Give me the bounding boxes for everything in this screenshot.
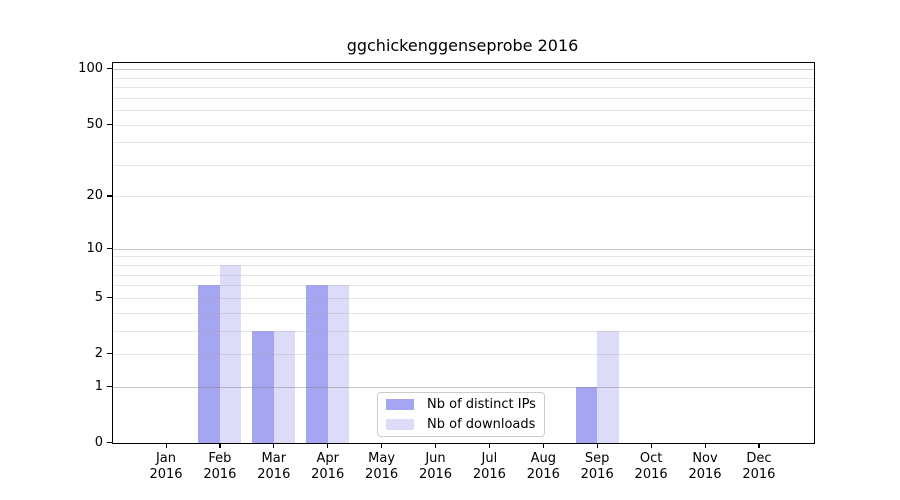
chart-title: ggchickenggenseprobe 2016 [346,36,579,55]
y-tick-mark-100 [107,68,112,70]
x-tick-mark-dec [758,444,760,448]
y-tick-mark-50 [107,123,112,125]
y-tick-label-10: 10 [86,240,103,256]
x-tick-label-dec: Dec 2016 [742,451,776,482]
gridline-2 [113,354,814,355]
x-tick-mark-apr [327,444,329,448]
x-tick-mark-mar [273,444,275,448]
x-tick-label-apr: Apr 2016 [311,451,345,482]
y-tick-label-0: 0 [94,435,103,450]
legend-label: Nb of distinct IPs [427,397,536,412]
x-tick-mark-oct [650,444,652,448]
x-tick-mark-may [381,444,383,448]
x-tick-label-jul: Jul 2016 [472,451,506,482]
gridline-100 [113,69,814,71]
gridline-60 [113,110,814,112]
y-tick-mark-1 [107,385,112,388]
x-tick-mark-feb [219,444,221,448]
gridline-30 [113,164,814,166]
gridline-4 [113,312,814,314]
legend-swatch-icon [386,419,414,430]
y-tick-mark-0 [107,442,112,444]
gridline-9 [113,256,814,258]
gridline-3 [113,330,814,332]
x-tick-label-nov: Nov 2016 [688,451,722,482]
plot-area [112,62,815,444]
gridline-20 [113,196,814,198]
x-tick-label-aug: Aug 2016 [526,451,560,482]
gridline-40 [113,142,814,144]
y-tick-label-20: 20 [86,188,103,204]
bar-feb-nb-of-downloads [219,265,242,443]
y-tick-mark-5 [107,296,112,299]
y-tick-label-2: 2 [94,346,103,361]
gridline-90 [113,77,814,79]
x-tick-mark-nov [704,444,706,448]
x-tick-label-jun: Jun 2016 [418,451,453,482]
x-tick-mark-jan [165,444,167,448]
x-tick-label-oct: Oct 2016 [634,451,668,482]
legend-swatch-icon [386,399,414,410]
gridline-8 [113,265,814,267]
bar-mar-nb-of-downloads [273,330,296,443]
bar-apr-nb-of-distinct-ips [306,285,328,443]
gridline-10 [113,248,814,250]
legend-row-nb-of-downloads: Nb of downloads [386,417,536,432]
bar-mar-nb-of-distinct-ips [252,330,274,443]
x-tick-label-feb: Feb 2016 [203,451,237,482]
y-tick-label-100: 100 [78,61,103,77]
gridline-80 [113,87,814,89]
y-tick-label-5: 5 [94,289,103,305]
bars-layer [113,63,814,443]
y-tick-label-50: 50 [86,116,103,132]
x-tick-label-sep: Sep 2016 [580,451,614,482]
grid-layer [113,63,814,443]
y-tick-mark-20 [107,195,112,197]
bar-sep-nb-of-downloads [597,330,619,443]
x-tick-label-mar: Mar 2016 [257,451,291,482]
x-tick-mark-jun [435,444,437,448]
legend-label: Nb of downloads [427,417,536,432]
x-tick-label-jan: Jan 2016 [149,451,183,482]
y-tick-label-1: 1 [94,378,103,394]
gridline-6 [113,285,814,287]
y-tick-mark-10 [107,247,112,249]
bar-sep-nb-of-distinct-ips [575,386,598,443]
x-tick-label-may: May 2016 [365,451,399,482]
gridline-1 [113,386,814,388]
y-tick-mark-2 [107,353,112,355]
gridline-70 [113,97,814,99]
bar-feb-nb-of-distinct-ips [198,285,220,443]
bar-apr-nb-of-downloads [327,285,350,443]
gridline-50 [113,124,814,126]
x-tick-mark-jul [488,444,491,448]
x-tick-mark-aug [542,444,544,448]
legend-row-nb-of-distinct-ips: Nb of distinct IPs [386,397,536,412]
x-tick-mark-sep [596,444,598,448]
legend: Nb of distinct IPs Nb of downloads [377,392,545,437]
gridline-5 [113,297,814,299]
gridline-7 [113,274,814,276]
